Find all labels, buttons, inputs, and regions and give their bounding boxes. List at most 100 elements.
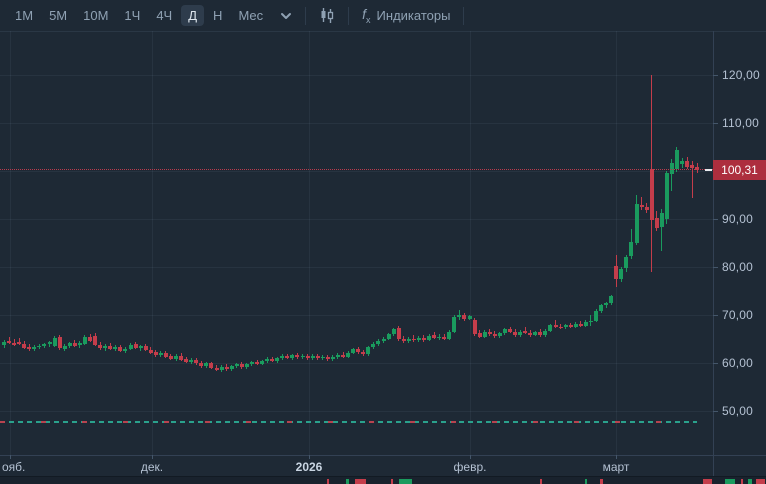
vertical-gridline: [10, 31, 11, 455]
candle: [270, 358, 275, 361]
candle-wick: [560, 324, 562, 329]
vertical-gridline: [152, 31, 153, 455]
timeframe-button-10M[interactable]: 10M: [83, 8, 109, 23]
candle: [138, 346, 143, 348]
candle: [143, 346, 148, 351]
candle-wick: [18, 337, 20, 345]
mini-strip-mark: [327, 479, 329, 484]
candle: [482, 331, 487, 337]
time-axis-tick: [152, 455, 153, 459]
mini-strip-mark: [703, 479, 712, 484]
chevron-down-icon: [281, 12, 292, 19]
candle: [497, 333, 502, 337]
candle: [234, 363, 239, 367]
price-axis-label: 80,00: [722, 260, 754, 274]
candle: [376, 341, 381, 344]
candle: [604, 303, 609, 306]
candle: [416, 338, 421, 341]
candle: [599, 305, 604, 311]
candle: [563, 325, 568, 328]
price-axis-label: 120,00: [722, 68, 760, 82]
candle: [614, 265, 619, 280]
indicators-button[interactable]: fx Индикаторы: [353, 4, 459, 27]
timeframe-button-Д[interactable]: Д: [181, 5, 205, 26]
candle: [2, 341, 6, 345]
candle: [346, 352, 351, 357]
candle: [325, 356, 330, 360]
candle: [42, 344, 47, 347]
candle: [594, 310, 599, 321]
candle: [330, 357, 335, 360]
candle: [578, 323, 583, 326]
timeframe-dropdown-button[interactable]: [271, 10, 301, 22]
price-axis[interactable]: 120,00 110,00 90,00 80,00 70,00 60,00 50,00: [713, 31, 766, 476]
candle: [290, 355, 295, 358]
price-axis-tick: [713, 75, 718, 76]
candle: [265, 358, 270, 362]
candle-wick: [555, 320, 557, 328]
candle: [588, 320, 593, 323]
candle: [558, 326, 563, 329]
timeframe-button-Н[interactable]: Н: [213, 8, 223, 23]
candle-wick: [413, 334, 415, 343]
candle: [664, 173, 669, 219]
candle-wick: [641, 196, 643, 211]
candle: [502, 329, 507, 334]
time-axis-tick: [309, 455, 310, 459]
price-axis-tick: [713, 411, 718, 412]
chart-type-button[interactable]: [310, 5, 344, 26]
timeframe-button-1M[interactable]: 1M: [15, 8, 34, 23]
candle: [280, 355, 285, 359]
candle: [523, 331, 528, 333]
candle: [168, 356, 173, 359]
candle: [133, 344, 138, 348]
candle: [669, 163, 674, 175]
timeframe-button-4Ч[interactable]: 4Ч: [156, 8, 173, 23]
candle: [341, 354, 346, 357]
candle: [315, 356, 320, 359]
candle: [82, 337, 87, 344]
candle: [452, 316, 457, 332]
toolbar-separator: [305, 6, 307, 25]
candle: [371, 343, 376, 348]
timeframe-button-5M[interactable]: 5M: [49, 8, 68, 23]
candle-wick: [13, 339, 15, 346]
candle: [619, 269, 624, 279]
timeframe-button-1Ч[interactable]: 1Ч: [124, 8, 141, 23]
candle: [411, 338, 416, 341]
candle: [255, 362, 259, 364]
vertical-gridline: [309, 31, 310, 455]
time-axis-tick: [10, 455, 11, 459]
candle: [528, 332, 533, 335]
candle: [609, 296, 614, 304]
time-axis[interactable]: ояб. дек. 2026 февр. март: [0, 455, 766, 476]
candle-wick: [590, 315, 592, 326]
timeframe-button-Мес[interactable]: Мес: [238, 8, 264, 23]
candle: [108, 345, 113, 349]
candle: [538, 332, 543, 336]
candle: [690, 165, 695, 169]
mini-strip-mark: [355, 479, 366, 484]
price-axis-label: 60,00: [722, 356, 754, 370]
candle: [148, 349, 153, 353]
candle: [62, 346, 67, 349]
candle: [47, 342, 52, 345]
candle-wick: [458, 310, 460, 321]
candle: [158, 352, 163, 356]
horizontal-gridline: [0, 75, 713, 76]
time-axis-tick: [470, 455, 471, 459]
candle: [533, 332, 538, 335]
current-price-line: [0, 169, 713, 170]
candle: [401, 339, 406, 342]
candlestick-chart[interactable]: [0, 31, 713, 455]
candle: [629, 241, 634, 256]
mini-strip-mark: [748, 479, 752, 484]
mini-volume-strip[interactable]: [0, 476, 766, 484]
candle: [508, 329, 512, 332]
candle: [72, 342, 77, 346]
candle: [98, 344, 103, 349]
candle: [447, 331, 452, 339]
mini-strip-mark: [391, 479, 393, 484]
candle: [624, 256, 629, 269]
candle: [57, 336, 62, 349]
